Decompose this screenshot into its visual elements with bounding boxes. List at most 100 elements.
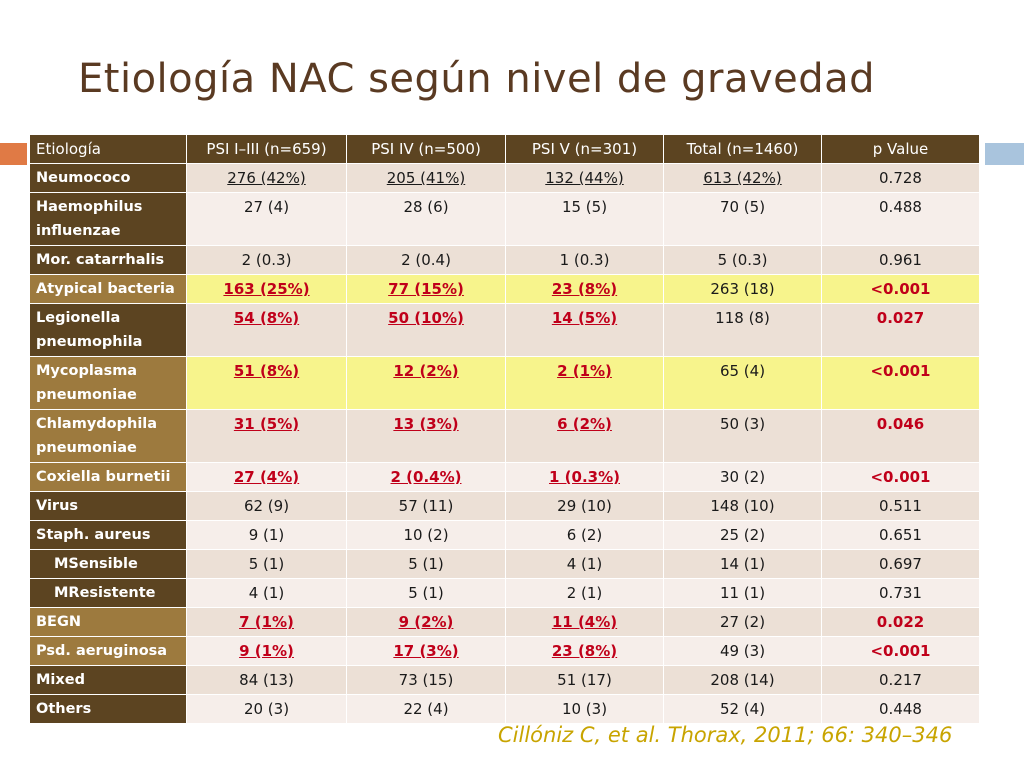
row-label: Mor. catarrhalis	[29, 245, 187, 275]
row-label: Neumococo	[29, 163, 187, 193]
row-label: Coxiella burnetii	[29, 462, 187, 492]
table-row: Virus 62 (9) 57 (11) 29 (10) 148 (10) 0.…	[29, 491, 980, 521]
table-row: MResistente 4 (1) 5 (1) 2 (1) 11 (1) 0.7…	[29, 578, 980, 608]
table-cell: 6 (2)	[505, 520, 664, 550]
table-cell: 9 (1)	[186, 520, 347, 550]
table-cell: 73 (15)	[346, 665, 506, 695]
table-cell: 52 (4)	[663, 694, 822, 724]
table-cell: 0.448	[821, 694, 980, 724]
table-cell: 0.511	[821, 491, 980, 521]
row-label: Mixed	[29, 665, 187, 695]
table-row: BEGN 7 (1%) 9 (2%) 11 (4%) 27 (2) 0.022	[29, 607, 980, 637]
row-label: BEGN	[29, 607, 187, 637]
table-cell: 1 (0.3)	[505, 245, 664, 275]
table-cell: 51 (8%)	[186, 356, 347, 410]
table-cell: 23 (8%)	[505, 274, 664, 304]
table-row: Psd. aeruginosa 9 (1%) 17 (3%) 23 (8%) 4…	[29, 636, 980, 666]
table-cell: 50 (3)	[663, 409, 822, 463]
table-cell: 23 (8%)	[505, 636, 664, 666]
row-label: Psd. aeruginosa	[29, 636, 187, 666]
table-cell: 13 (3%)	[346, 409, 506, 463]
citation: Cillóniz C, et al. Thorax, 2011; 66: 340…	[498, 723, 953, 747]
table-cell: 27 (2)	[663, 607, 822, 637]
table-cell: 6 (2%)	[505, 409, 664, 463]
table-cell: 25 (2)	[663, 520, 822, 550]
table-cell: 65 (4)	[663, 356, 822, 410]
table-cell: 49 (3)	[663, 636, 822, 666]
table-row: Chlamydophila pneumoniae 31 (5%) 13 (3%)…	[29, 409, 980, 463]
row-label: Staph. aureus	[29, 520, 187, 550]
table-row: Staph. aureus 9 (1) 10 (2) 6 (2) 25 (2) …	[29, 520, 980, 550]
row-label: Virus	[29, 491, 187, 521]
row-label: Chlamydophila pneumoniae	[29, 409, 187, 463]
table-cell: 51 (17)	[505, 665, 664, 695]
table-row: Mor. catarrhalis 2 (0.3) 2 (0.4) 1 (0.3)…	[29, 245, 980, 275]
table-cell: 20 (3)	[186, 694, 347, 724]
row-label: MResistente	[29, 578, 187, 608]
table-cell: 27 (4%)	[186, 462, 347, 492]
slide-title: Etiología NAC según nivel de gravedad	[78, 56, 876, 102]
table-cell: 2 (0.4%)	[346, 462, 506, 492]
table-row: Mixed 84 (13) 73 (15) 51 (17) 208 (14) 0…	[29, 665, 980, 695]
table-cell: 613 (42%)	[663, 163, 822, 193]
table-header-row: Etiología PSI I–III (n=659) PSI IV (n=50…	[29, 134, 980, 164]
header-total: Total (n=1460)	[663, 134, 822, 164]
table-cell: 118 (8)	[663, 303, 822, 357]
table-cell: 276 (42%)	[186, 163, 347, 193]
table-cell: 2 (0.4)	[346, 245, 506, 275]
table-row: Haemophilus influenzae 27 (4) 28 (6) 15 …	[29, 192, 980, 246]
table-cell: 50 (10%)	[346, 303, 506, 357]
table-cell: 0.697	[821, 549, 980, 579]
right-accent-bar	[985, 143, 1024, 165]
table-cell: 132 (44%)	[505, 163, 664, 193]
table-cell: 10 (2)	[346, 520, 506, 550]
table-cell: 0.961	[821, 245, 980, 275]
table-cell: 2 (1)	[505, 578, 664, 608]
table-row: MSensible 5 (1) 5 (1) 4 (1) 14 (1) 0.697	[29, 549, 980, 579]
table-cell: 263 (18)	[663, 274, 822, 304]
header-psi-i-iii: PSI I–III (n=659)	[186, 134, 347, 164]
row-label: Legionella pneumophila	[29, 303, 187, 357]
table-cell: 29 (10)	[505, 491, 664, 521]
table-cell: <0.001	[821, 356, 980, 410]
table-cell: 28 (6)	[346, 192, 506, 246]
table-cell: 5 (1)	[346, 549, 506, 579]
table-cell: 7 (1%)	[186, 607, 347, 637]
table-cell: 0.046	[821, 409, 980, 463]
table-cell: <0.001	[821, 636, 980, 666]
table-row: Mycoplasma pneumoniae 51 (8%) 12 (2%) 2 …	[29, 356, 980, 410]
table-cell: 0.217	[821, 665, 980, 695]
table-cell: 0.027	[821, 303, 980, 357]
table-cell: 15 (5)	[505, 192, 664, 246]
table-cell: <0.001	[821, 462, 980, 492]
header-psi-iv: PSI IV (n=500)	[346, 134, 506, 164]
table-cell: <0.001	[821, 274, 980, 304]
table-cell: 1 (0.3%)	[505, 462, 664, 492]
table-cell: 11 (1)	[663, 578, 822, 608]
table-cell: 2 (1%)	[505, 356, 664, 410]
table-cell: 22 (4)	[346, 694, 506, 724]
table-cell: 70 (5)	[663, 192, 822, 246]
table-cell: 0.022	[821, 607, 980, 637]
table-row: Atypical bacteria 163 (25%) 77 (15%) 23 …	[29, 274, 980, 304]
header-psi-v: PSI V (n=301)	[505, 134, 664, 164]
table-row: Legionella pneumophila 54 (8%) 50 (10%) …	[29, 303, 980, 357]
table-cell: 31 (5%)	[186, 409, 347, 463]
row-label: MSensible	[29, 549, 187, 579]
table-cell: 205 (41%)	[346, 163, 506, 193]
row-label: Atypical bacteria	[29, 274, 187, 304]
left-accent-bar	[0, 143, 27, 165]
table-cell: 14 (5%)	[505, 303, 664, 357]
table-row: Neumococo 276 (42%) 205 (41%) 132 (44%) …	[29, 163, 980, 193]
table-cell: 148 (10)	[663, 491, 822, 521]
table-cell: 84 (13)	[186, 665, 347, 695]
table-cell: 17 (3%)	[346, 636, 506, 666]
header-etiologia: Etiología	[29, 134, 187, 164]
table-cell: 77 (15%)	[346, 274, 506, 304]
table-cell: 2 (0.3)	[186, 245, 347, 275]
row-label: Mycoplasma pneumoniae	[29, 356, 187, 410]
table-cell: 57 (11)	[346, 491, 506, 521]
table-cell: 9 (2%)	[346, 607, 506, 637]
table-cell: 11 (4%)	[505, 607, 664, 637]
table-cell: 30 (2)	[663, 462, 822, 492]
